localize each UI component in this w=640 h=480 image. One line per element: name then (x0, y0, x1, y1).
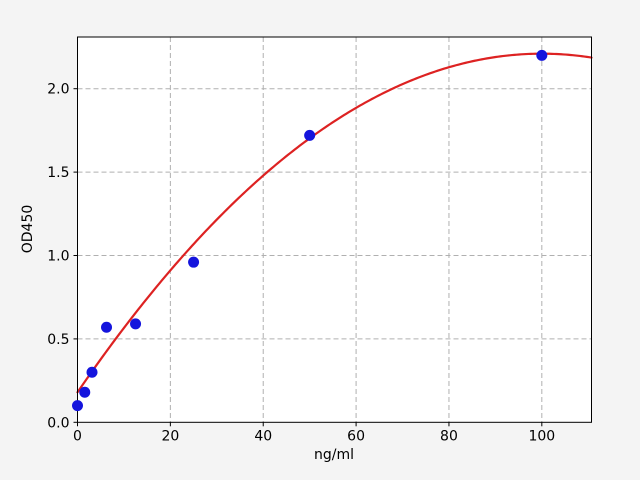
y-tick-label: 1.5 (47, 165, 69, 181)
data-point (130, 318, 142, 330)
x-tick-label: 100 (528, 428, 555, 444)
data-point (72, 400, 83, 412)
data-point (101, 321, 113, 333)
data-point (304, 129, 316, 141)
y-tick-label: 1.0 (47, 249, 69, 265)
y-tick-label: 0.5 (47, 332, 69, 348)
axes-spines (77, 36, 592, 423)
x-tick-label: 0 (73, 428, 82, 444)
data-point (188, 256, 200, 268)
x-tick-label: 80 (440, 428, 458, 444)
x-tick-label: 60 (347, 428, 365, 444)
data-point (86, 366, 98, 378)
y-axis-label: OD450 (20, 204, 36, 254)
data-point (79, 386, 91, 398)
y-tick-label: 0.0 (47, 415, 69, 431)
plot-area (77, 37, 592, 423)
fit-curve (76, 52, 593, 394)
x-tick-label: 40 (254, 428, 272, 444)
x-axis-label: ng/ml (313, 447, 354, 463)
y-tick-label: 2.0 (47, 82, 69, 98)
x-tick-label: 20 (161, 428, 179, 444)
data-point (536, 49, 548, 61)
